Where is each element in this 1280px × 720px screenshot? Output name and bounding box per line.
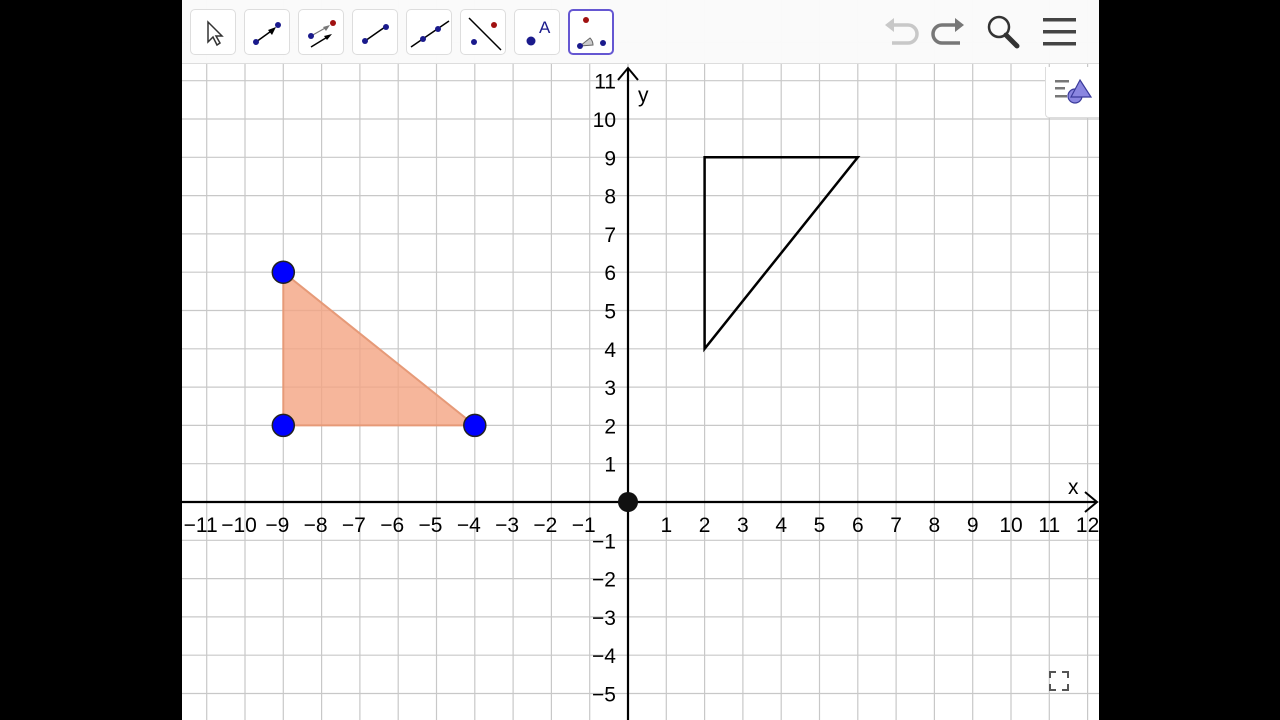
x-tick-label: 9	[967, 514, 979, 537]
y-tick-label: 5	[604, 301, 616, 324]
tool-vector-from-point[interactable]	[298, 9, 344, 55]
x-tick-label: 7	[890, 514, 902, 537]
x-tick-label: −4	[457, 514, 481, 537]
fullscreen-icon	[1049, 671, 1069, 691]
y-tick-label: −2	[592, 569, 616, 592]
y-tick-label: 10	[593, 109, 616, 132]
vector-from-point-icon	[308, 20, 336, 48]
tool-perpendicular-line[interactable]	[460, 9, 506, 55]
x-tick-label: 6	[852, 514, 864, 537]
tool-line[interactable]	[406, 9, 452, 55]
line-icon	[410, 20, 450, 48]
y-tick-label: 8	[604, 186, 616, 209]
y-axis-label: y	[638, 84, 649, 107]
x-tick-label: 5	[814, 514, 826, 537]
angle-icon	[577, 17, 606, 49]
search-icon	[987, 15, 1020, 49]
triangle-vertex-point[interactable]	[271, 260, 296, 284]
x-tick-label: 11	[1038, 514, 1060, 537]
triangle-vertex-point[interactable]	[463, 413, 487, 438]
x-tick-label: 8	[929, 514, 941, 537]
outline-triangle	[703, 156, 861, 353]
x-tick-label: 2	[699, 514, 711, 537]
y-tick-label: 6	[604, 262, 616, 285]
style-bar-icon	[1055, 78, 1093, 104]
x-tick-label: −3	[495, 514, 519, 537]
y-tick-label: 3	[604, 377, 616, 400]
segment-icon	[362, 24, 389, 44]
y-tick-label: 11	[594, 71, 616, 94]
x-tick-label: 1	[660, 514, 672, 537]
y-tick-label: 2	[604, 415, 616, 438]
x-tick-label: −7	[342, 514, 366, 537]
y-tick-label: −4	[592, 645, 616, 668]
tool-text[interactable]: A	[514, 9, 560, 55]
y-tick-label: −5	[592, 684, 616, 707]
y-tick-label: 4	[604, 339, 616, 362]
y-tick-label: 7	[604, 224, 616, 247]
x-tick-label: 4	[775, 514, 787, 537]
tool-angle[interactable]	[568, 9, 614, 55]
search-button[interactable]	[984, 14, 1024, 50]
redo-button[interactable]	[928, 14, 968, 50]
x-tick-label: −6	[380, 514, 404, 537]
vector-icon	[253, 22, 281, 45]
undo-icon	[885, 18, 919, 45]
x-tick-label: −1	[572, 514, 596, 537]
point-text-icon: A	[526, 18, 551, 46]
x-tick-label: −5	[419, 514, 443, 537]
menu-button[interactable]	[1040, 14, 1080, 50]
x-tick-label: −9	[265, 514, 289, 537]
undo-button[interactable]	[882, 14, 922, 50]
x-tick-label: −2	[533, 514, 557, 537]
x-tick-label: 12	[1076, 514, 1099, 537]
tool-vector[interactable]	[244, 9, 290, 55]
toolbar: A	[182, 0, 1099, 64]
geogebra-app: x y −11 −10 −9 −8 −7 −6 −5 −4 −3 −2 −1 1 2 3 4 5 6 7 8 9 10 11 1…	[182, 0, 1099, 720]
y-axis-arrow	[617, 66, 639, 81]
svg-text:A: A	[539, 18, 551, 37]
redo-icon	[931, 18, 964, 45]
x-tick-label: −11	[184, 514, 218, 537]
x-axis-arrow	[1084, 491, 1099, 513]
tool-move[interactable]	[190, 9, 236, 55]
origin-point	[618, 492, 638, 512]
y-tick-label: 1	[604, 454, 616, 477]
y-tick-label: 9	[604, 147, 616, 170]
x-tick-label: −8	[304, 514, 328, 537]
x-tick-label: −10	[221, 514, 257, 537]
filled-triangle	[282, 270, 478, 427]
perpendicular-line-icon	[468, 17, 502, 51]
arrow-cursor-icon	[207, 20, 224, 47]
triangle-vertex-point[interactable]	[271, 413, 296, 438]
x-tick-label: 3	[737, 514, 749, 537]
style-bar-toggle[interactable]	[1045, 67, 1099, 118]
x-axis-label: x	[1068, 476, 1079, 499]
fullscreen-button[interactable]	[1045, 667, 1073, 695]
graphics-view[interactable]: xy−11 −10 −9 −8 −7 −6 −5 −4 −3 −2 −1 1 2 3 4 5 6 7 8 9 10 11 1…	[182, 0, 1099, 720]
y-tick-label: −3	[592, 607, 616, 630]
x-tick-label: 10	[999, 514, 1022, 537]
y-tick-label: −1	[592, 530, 616, 553]
menu-icon	[1043, 18, 1076, 46]
tool-segment[interactable]	[352, 9, 398, 55]
